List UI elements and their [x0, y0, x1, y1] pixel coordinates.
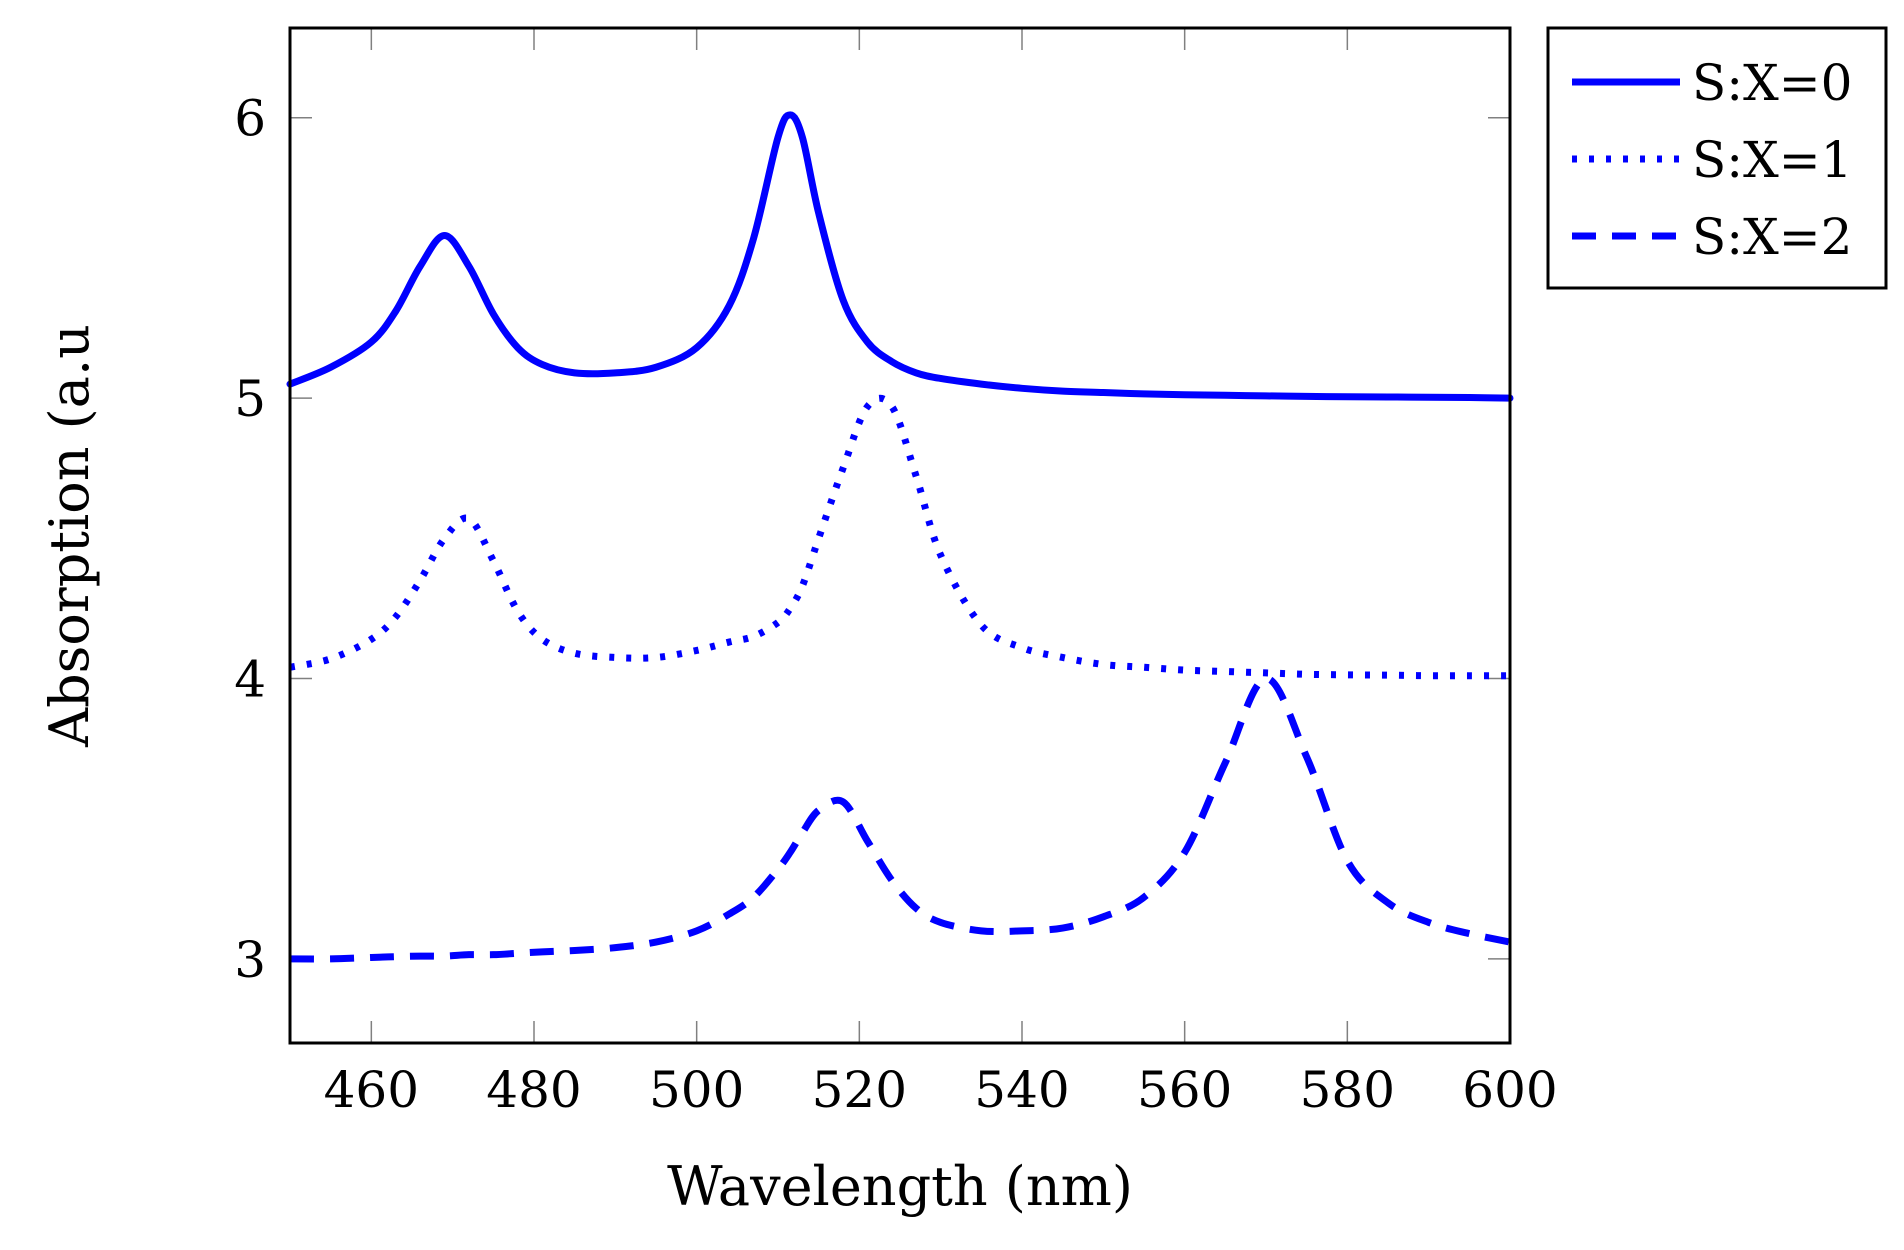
series-line-s-x-0: [286, 111, 1514, 402]
plot-area-frame: [288, 26, 1512, 1045]
legend-box: [1546, 26, 1888, 290]
x-tick-label: 460: [324, 1061, 419, 1119]
y-tick-label: 4: [234, 650, 266, 708]
x-tick-label: 500: [649, 1061, 744, 1119]
y-axis-ticks: 3 4 5 6: [234, 90, 1510, 989]
y-tick-label: 6: [234, 90, 266, 148]
x-tick-label: 480: [486, 1061, 581, 1119]
x-tick-label: 580: [1300, 1061, 1395, 1119]
legend: S:X=0 S:X=1 S:X=2: [1546, 26, 1888, 290]
y-tick-label: 5: [234, 370, 266, 428]
x-axis-ticks: 460 480 500 520 540 560 580 600: [324, 28, 1558, 1119]
legend-label-s-x-2: S:X=2: [1692, 208, 1852, 266]
series-line-s-x-1: [289, 394, 1510, 680]
legend-label-s-x-1: S:X=1: [1692, 131, 1852, 189]
x-tick-label: 540: [974, 1061, 1069, 1119]
legend-label-s-x-0: S:X=0: [1692, 54, 1852, 112]
x-tick-label: 600: [1462, 1061, 1557, 1119]
x-tick-label: 520: [812, 1061, 907, 1119]
y-tick-label: 3: [234, 931, 266, 989]
y-axis-label: Absorption (a.u: [38, 324, 101, 748]
x-axis-label: Wavelength (nm): [667, 1155, 1133, 1218]
x-tick-label: 560: [1137, 1061, 1232, 1119]
series-layer: [286, 111, 1514, 963]
